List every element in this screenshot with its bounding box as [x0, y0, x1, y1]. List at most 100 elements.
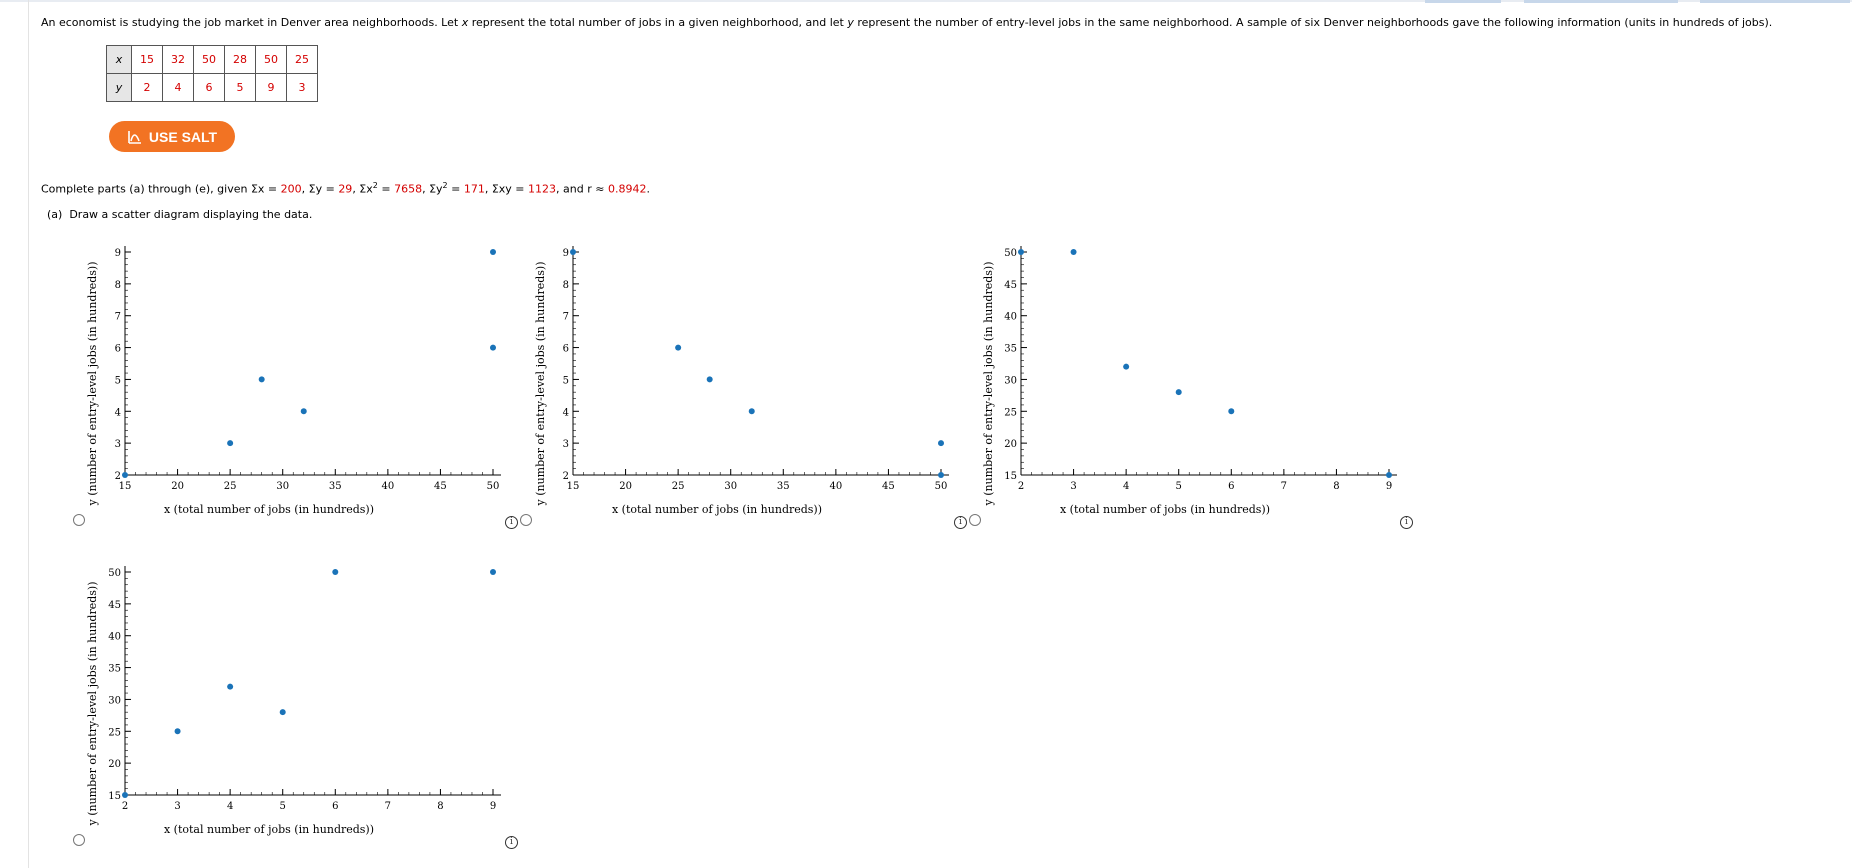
data-point [748, 408, 755, 415]
x-tick-label: 9 [1386, 481, 1392, 492]
data-point [279, 709, 286, 716]
x-tick-label: 3 [1070, 481, 1076, 492]
y-tick-label: 25 [108, 727, 121, 738]
top-tab[interactable] [1700, 0, 1850, 3]
x-tick-label: 30 [724, 481, 737, 492]
x-tick-label: 30 [276, 481, 289, 492]
data-point [1386, 472, 1392, 478]
y-axis-label: y (number of entry-level jobs (in hundre… [534, 261, 547, 506]
data-point [570, 249, 576, 255]
data-point [332, 569, 339, 575]
x-tick-label: 2 [1018, 481, 1024, 492]
data-point [490, 569, 496, 575]
table-cell: 4 [162, 73, 194, 102]
x-tick-label: 45 [882, 481, 895, 492]
y-tick-label: 30 [1004, 375, 1017, 386]
x-tick-label: 20 [171, 481, 184, 492]
table-cell: 25 [286, 45, 318, 74]
info-icon[interactable]: i [954, 516, 967, 529]
y-tick-label: 7 [563, 312, 569, 323]
y-tick-label: 6 [115, 344, 121, 355]
x-tick-label: 35 [329, 481, 342, 492]
use-salt-label: USE SALT [148, 128, 218, 145]
data-point [122, 792, 128, 798]
y-axis-label: y (number of entry-level jobs (in hundre… [86, 261, 99, 506]
x-tick-label: 25 [224, 481, 237, 492]
x-tick-label: 9 [490, 801, 496, 812]
table-cell: 50 [255, 45, 287, 74]
y-tick-label: 4 [115, 407, 121, 418]
use-salt-button[interactable]: USE SALT [109, 121, 235, 152]
y-tick-label: 50 [108, 568, 121, 579]
info-icon[interactable]: i [505, 836, 518, 849]
table-row-y: y 2 4 6 5 9 3 [106, 73, 318, 102]
y-tick-label: 35 [108, 664, 121, 675]
table-cell: 5 [224, 73, 256, 102]
y-tick-label: 5 [115, 375, 121, 386]
info-icon[interactable]: i [505, 516, 518, 529]
option-4-radio[interactable] [73, 834, 85, 846]
x-tick-label: 45 [434, 481, 447, 492]
top-strip [0, 0, 1852, 2]
y-tick-label: 8 [115, 280, 121, 291]
table-cell: 32 [162, 45, 194, 74]
y-tick-label: 40 [1004, 312, 1017, 323]
data-point [227, 440, 234, 447]
y-tick-label: 3 [563, 439, 569, 450]
data-point [938, 440, 944, 447]
y-tick-label: 45 [1004, 280, 1017, 291]
option-1-radio[interactable] [73, 514, 85, 526]
data-point [490, 249, 496, 255]
data-point [706, 376, 713, 383]
data-point [258, 376, 265, 383]
question-intro: An economist is studying the job market … [41, 16, 1773, 29]
option-3-radio[interactable] [969, 514, 981, 526]
data-point [1228, 408, 1235, 415]
x-axis-label: x (total number of jobs (in hundreds)) [164, 823, 374, 836]
x-tick-label: 4 [1123, 481, 1129, 492]
y-tick-label: 5 [563, 375, 569, 386]
x-tick-label: 50 [487, 481, 500, 492]
y-tick-label: 8 [563, 280, 569, 291]
scatter-option-3: 2 3 4 5 6 7 8 9 15 20 25 30 35 40 45 50 x (total number … [980, 236, 1420, 526]
x-tick-label: 35 [777, 481, 790, 492]
y-tick-label: 15 [108, 791, 121, 802]
part-a-prompt: (a) Draw a scatter diagram displaying th… [47, 208, 313, 221]
salt-chart-icon [127, 129, 143, 145]
top-tab[interactable] [1425, 0, 1501, 3]
x-tick-label: 40 [829, 481, 842, 492]
x-tick-label: 6 [332, 801, 338, 812]
table-cell: 50 [193, 45, 225, 74]
top-tab[interactable] [1524, 0, 1678, 3]
x-tick-label: 7 [1281, 481, 1287, 492]
table-cell: 2 [131, 73, 163, 102]
option-2-radio[interactable] [520, 514, 532, 526]
x-tick-label: 40 [381, 481, 394, 492]
data-point [300, 408, 307, 415]
y-tick-label: 15 [1004, 471, 1017, 482]
data-point [1123, 363, 1130, 370]
x-tick-label: 2 [122, 801, 128, 812]
x-axis-label: x (total number of jobs (in hundreds)) [164, 503, 374, 516]
x-tick-label: 4 [227, 801, 233, 812]
x-tick-label: 6 [1228, 481, 1234, 492]
content-border [28, 0, 29, 868]
data-point [122, 472, 128, 478]
y-tick-label: 25 [1004, 407, 1017, 418]
x-tick-label: 5 [1176, 481, 1182, 492]
data-point [174, 728, 181, 735]
data-point [227, 683, 234, 690]
x-tick-label: 3 [174, 801, 180, 812]
y-tick-label: 7 [115, 312, 121, 323]
y-tick-label: 40 [108, 632, 121, 643]
x-tick-label: 8 [1333, 481, 1339, 492]
info-icon[interactable]: i [1400, 516, 1413, 529]
y-tick-label: 45 [108, 600, 121, 611]
x-axis-label: x (total number of jobs (in hundreds)) [1060, 503, 1270, 516]
x-tick-label: 50 [935, 481, 948, 492]
table-header-x: x [106, 45, 132, 74]
y-tick-label: 2 [115, 471, 121, 482]
data-point [1070, 249, 1077, 255]
x-tick-label: 8 [437, 801, 443, 812]
y-tick-label: 35 [1004, 344, 1017, 355]
